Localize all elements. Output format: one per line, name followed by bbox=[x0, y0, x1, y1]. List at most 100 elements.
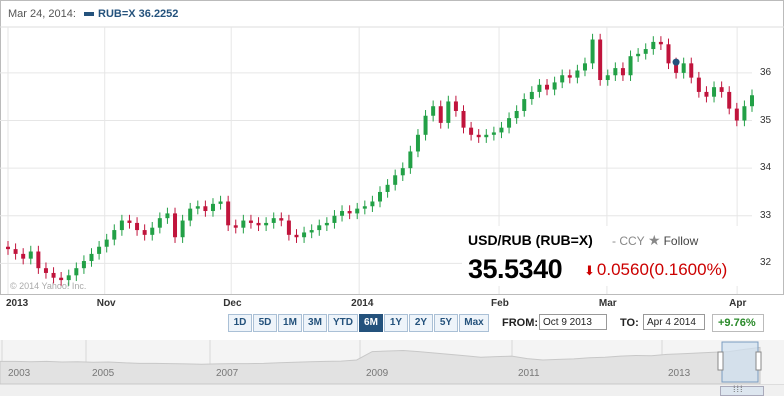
candle-body bbox=[195, 206, 200, 209]
x-tick-label: 2014 bbox=[351, 298, 374, 309]
overview-selection bbox=[721, 341, 759, 383]
hover-marker bbox=[672, 58, 680, 66]
quote-ccy: - CCY bbox=[612, 234, 645, 248]
candle-body bbox=[66, 275, 71, 281]
x-tick-label: Nov bbox=[96, 298, 116, 309]
overview-year-label: 2007 bbox=[216, 368, 239, 379]
candle-body bbox=[264, 222, 269, 226]
candle-body bbox=[552, 82, 557, 90]
candle-body bbox=[150, 227, 155, 235]
candle-body bbox=[575, 70, 580, 78]
series-legend-text: RUB=X 36.2252 bbox=[98, 8, 179, 20]
y-tick-label: 34 bbox=[760, 162, 772, 174]
candle-body bbox=[271, 218, 276, 223]
candle-body bbox=[36, 251, 41, 269]
candle-body bbox=[210, 203, 215, 212]
candle-body bbox=[256, 222, 261, 226]
range-controls: 1D 5D 1M 3M YTD 6M 1Y 2Y 5Y Max FROM: Oct 9 2013 … bbox=[0, 314, 784, 336]
overview-year-label: 2003 bbox=[8, 368, 31, 379]
scrollbar-thumb[interactable] bbox=[720, 386, 764, 396]
candle-body bbox=[415, 134, 420, 152]
candle-body bbox=[605, 75, 610, 81]
candle-body bbox=[613, 68, 618, 76]
price-chart[interactable]: © 2014 Yahoo! Inc. bbox=[0, 0, 784, 300]
follow-button[interactable]: ★ Follow bbox=[648, 232, 698, 249]
scrollbar-grip-icon: ⁞⁞⁞ bbox=[733, 384, 744, 394]
candle-body bbox=[302, 232, 307, 238]
overview-year-label: 2011 bbox=[518, 368, 540, 379]
candle-body bbox=[484, 134, 489, 138]
candle-body bbox=[203, 206, 208, 212]
candle-body bbox=[279, 218, 284, 221]
range-button-5y[interactable]: 5Y bbox=[434, 314, 458, 332]
range-button-3m[interactable]: 3M bbox=[303, 314, 327, 332]
candle-body bbox=[188, 208, 193, 221]
navigator-scrollbar[interactable] bbox=[0, 384, 784, 396]
candle-body bbox=[461, 110, 466, 128]
candle-body bbox=[400, 168, 405, 176]
range-button-2y[interactable]: 2Y bbox=[409, 314, 433, 332]
candle-body bbox=[529, 91, 534, 100]
candle-body bbox=[507, 118, 512, 128]
candle-body bbox=[362, 206, 367, 209]
candle-body bbox=[446, 101, 451, 123]
range-button-ytd[interactable]: YTD bbox=[328, 314, 358, 332]
candle-body bbox=[469, 127, 474, 135]
candle-body bbox=[734, 108, 739, 121]
range-button-1d[interactable]: 1D bbox=[228, 314, 252, 332]
range-button-5d[interactable]: 5D bbox=[253, 314, 277, 332]
candle-body bbox=[719, 87, 724, 92]
range-button-1y[interactable]: 1Y bbox=[384, 314, 408, 332]
candle-body bbox=[408, 151, 413, 169]
range-button-max[interactable]: Max bbox=[459, 314, 489, 332]
candle-body bbox=[514, 110, 519, 119]
candle-body bbox=[218, 201, 223, 204]
candle-body bbox=[438, 106, 443, 123]
candle-body bbox=[332, 215, 337, 223]
candle-body bbox=[51, 272, 56, 278]
quote-panel: USD/RUB (RUB=X) - CCY ★ Follow 35.5340 ⬇ 0… bbox=[462, 226, 762, 286]
candle-body bbox=[119, 220, 124, 231]
candle-body bbox=[97, 246, 102, 254]
candle-body bbox=[6, 246, 10, 250]
candle-body bbox=[286, 220, 291, 235]
candle-body bbox=[423, 115, 428, 135]
candle-body bbox=[233, 225, 238, 228]
from-date-input[interactable]: Oct 9 2013 bbox=[539, 314, 607, 330]
overview-year-label: 2005 bbox=[92, 368, 115, 379]
candle-body bbox=[13, 249, 18, 254]
candle-body bbox=[74, 268, 79, 276]
candle-body bbox=[453, 101, 458, 111]
candle-body bbox=[712, 87, 717, 97]
candle-body bbox=[620, 68, 625, 76]
overview-year-label: 2013 bbox=[668, 368, 691, 379]
period-change-box bbox=[712, 314, 764, 332]
candle-body bbox=[370, 201, 375, 207]
to-date-input[interactable]: Apr 4 2014 bbox=[643, 314, 705, 330]
range-button-1m[interactable]: 1M bbox=[278, 314, 302, 332]
candle-body bbox=[643, 49, 648, 54]
candle-body bbox=[127, 220, 132, 223]
candle-body bbox=[628, 56, 633, 76]
quote-change: ⬇ 0.0560(0.1600%) bbox=[584, 260, 727, 280]
candle-body bbox=[537, 84, 542, 92]
overview-navigator[interactable] bbox=[0, 340, 784, 384]
candle-body bbox=[112, 230, 117, 240]
candle-body bbox=[294, 234, 299, 238]
y-tick-label: 33 bbox=[760, 209, 772, 221]
candle-body bbox=[499, 127, 504, 133]
candle-body bbox=[157, 218, 162, 228]
quote-price: 35.5340 bbox=[468, 254, 563, 284]
candle-body bbox=[173, 213, 178, 238]
period-change: +9.76% bbox=[718, 317, 756, 329]
range-button-6m[interactable]: 6M bbox=[359, 314, 383, 332]
x-tick-label: Dec bbox=[223, 298, 242, 309]
candle-body bbox=[750, 95, 754, 107]
follow-label: Follow bbox=[663, 234, 699, 248]
change-value: 0.0560 bbox=[596, 260, 649, 279]
candle-body bbox=[560, 75, 565, 83]
candle-body bbox=[522, 99, 527, 111]
x-tick-label: Feb bbox=[491, 298, 509, 309]
candle-body bbox=[681, 63, 686, 73]
